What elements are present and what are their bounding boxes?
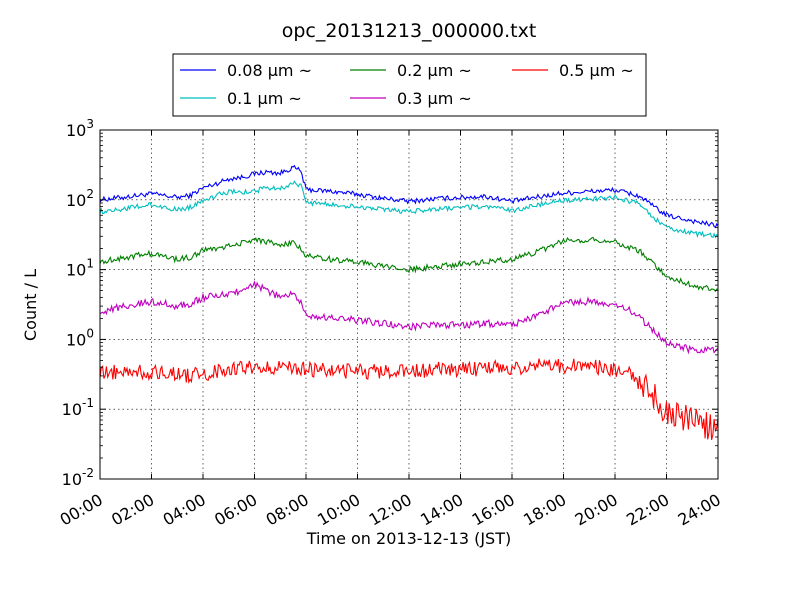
- series-line-4: [99, 358, 719, 441]
- x-axis-label: Time on 2013-12-13 (JST): [306, 529, 511, 548]
- legend-label: 0.1 μm ~: [227, 89, 302, 108]
- y-tick-label: 101: [66, 257, 94, 280]
- series-lines: [99, 164, 719, 441]
- legend-label: 0.5 μm ~: [559, 61, 634, 80]
- y-tick-label: 103: [66, 117, 94, 140]
- y-tick-label: 10-2: [62, 466, 94, 489]
- chart-title: opc_20131213_000000.txt: [282, 20, 537, 42]
- legend-label: 0.3 μm ~: [397, 89, 472, 108]
- legend: 0.08 μm ~ 0.1 μm ~ 0.2 μm ~ 0.3 μm ~ 0.5 μm …: [172, 53, 647, 117]
- y-tick-label: 10-1: [62, 396, 94, 419]
- y-tick-label: 102: [66, 187, 94, 210]
- series-line-3: [99, 280, 719, 355]
- legend-box: [172, 53, 647, 117]
- legend-label: 0.08 μm ~: [227, 61, 312, 80]
- series-line-0: [99, 164, 719, 229]
- legend-label: 0.2 μm ~: [397, 61, 472, 80]
- y-axis-label: Count / L: [21, 269, 40, 341]
- y-tick-label: 100: [66, 326, 94, 349]
- series-line-2: [99, 236, 719, 293]
- series-line-1: [99, 180, 719, 239]
